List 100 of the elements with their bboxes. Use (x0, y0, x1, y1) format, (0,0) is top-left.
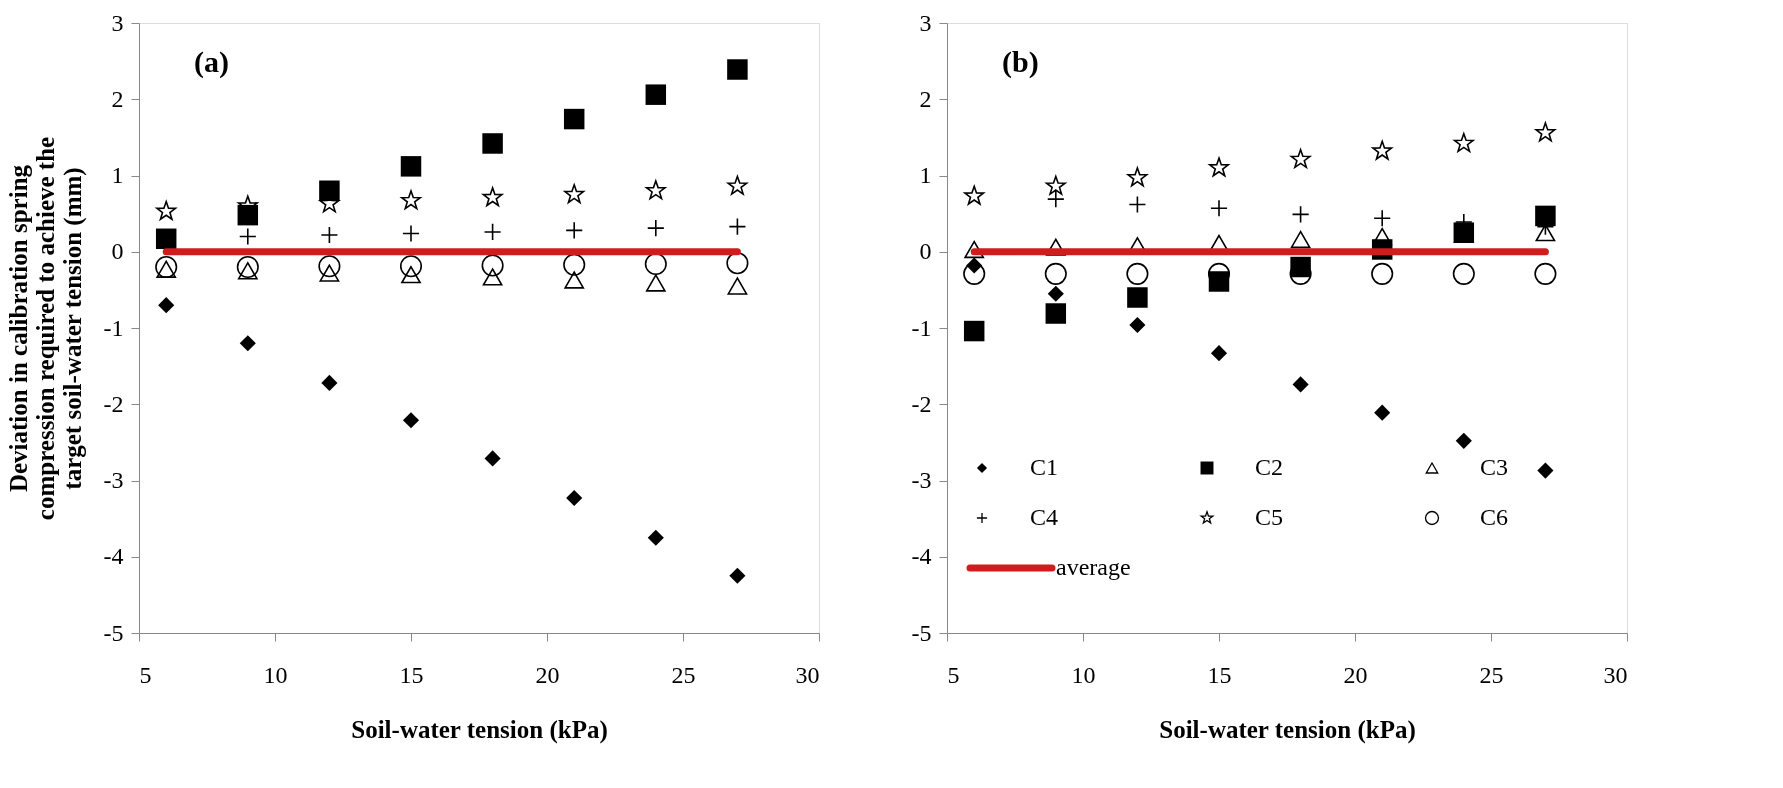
point (402, 224, 420, 243)
point (563, 108, 585, 130)
point (399, 255, 423, 278)
y-tick-label: 2 (111, 85, 124, 112)
point (1126, 262, 1149, 285)
y-tick-label: 0 (111, 238, 124, 265)
point (1128, 195, 1147, 214)
x-tick-label: 5 (139, 661, 152, 688)
point (964, 185, 985, 205)
point (239, 335, 256, 352)
y-tick-label: 0 (919, 238, 932, 265)
point (482, 133, 503, 154)
point (1208, 157, 1230, 177)
point (319, 180, 340, 201)
point (1045, 303, 1067, 324)
point (1291, 205, 1310, 224)
point (563, 253, 586, 276)
y-tick-label: 3 (919, 9, 932, 36)
point (645, 180, 666, 200)
point (566, 489, 583, 507)
y-tick-label: 1 (111, 162, 124, 188)
point (236, 255, 259, 279)
point (1453, 132, 1474, 153)
point (1535, 224, 1556, 242)
point (1535, 122, 1556, 142)
point (1046, 190, 1065, 208)
point (1455, 432, 1472, 449)
x-tick-label: 30 (795, 661, 820, 688)
point (727, 277, 748, 295)
x-tick-label: 25 (671, 661, 696, 688)
y-tick-label: -4 (911, 543, 932, 570)
y-tick-label: -2 (103, 390, 124, 417)
point (482, 187, 503, 207)
point (320, 226, 339, 244)
point (156, 260, 177, 278)
point (238, 227, 257, 246)
point (481, 254, 504, 277)
point (564, 271, 585, 289)
point (729, 567, 746, 584)
point (155, 228, 177, 250)
y-tick-label: 2 (919, 85, 932, 112)
y-tick-label: 3 (111, 9, 124, 36)
y-tick-label: -2 (911, 390, 932, 417)
legend-label: C5 (1255, 504, 1284, 530)
y-tick-label: -3 (103, 467, 124, 493)
point (1210, 345, 1228, 362)
y-tick-label: -3 (911, 467, 932, 493)
point (1534, 262, 1557, 285)
y-tick-label: -1 (103, 314, 124, 341)
point (401, 265, 421, 284)
point (156, 200, 177, 221)
x-tick-label: 20 (1343, 661, 1368, 688)
x-tick-label: 20 (535, 661, 560, 688)
x-tick-label: 15 (399, 661, 424, 688)
point (1535, 205, 1556, 227)
point (1129, 316, 1146, 334)
x-tick-label: 5 (947, 661, 960, 688)
point (1290, 148, 1311, 169)
legend-label: C4 (1030, 504, 1059, 530)
annotation: (a) (194, 45, 229, 79)
x-axis-title: Soil-water tension (kPa) (1159, 715, 1416, 744)
point (321, 374, 338, 391)
point (1290, 230, 1311, 249)
point (1537, 462, 1554, 479)
point (726, 252, 749, 275)
point (483, 223, 502, 241)
point (1047, 285, 1064, 302)
x-tick-label: 30 (1603, 661, 1628, 688)
y-tick-label: -1 (911, 314, 932, 341)
y-axis-title: Deviation in calibration spring compression required to achieve the target soil-water tension (mm) (4, 136, 87, 521)
point (1127, 167, 1148, 187)
point (484, 450, 501, 467)
point (1371, 262, 1394, 285)
point (1210, 199, 1228, 218)
point (400, 190, 422, 210)
x-tick-label: 25 (1479, 661, 1504, 688)
point (402, 412, 420, 429)
point (155, 255, 178, 279)
point (645, 274, 666, 292)
point (644, 252, 667, 275)
annotation: (b) (1002, 45, 1039, 79)
point (964, 240, 985, 259)
point (318, 255, 341, 278)
legend-label: C1 (1030, 454, 1059, 480)
point (1127, 287, 1148, 308)
point (645, 84, 667, 105)
point (1292, 376, 1309, 393)
point (727, 59, 748, 80)
legend-label: C2 (1255, 454, 1284, 480)
x-tick-label: 10 (1071, 661, 1096, 688)
x-tick-label: 10 (263, 661, 288, 688)
point (237, 262, 258, 280)
point (1373, 209, 1392, 228)
point (728, 217, 747, 236)
y-tick-label: -4 (103, 543, 124, 570)
point (727, 175, 748, 195)
point (400, 156, 422, 177)
y-tick-label: -5 (911, 619, 932, 646)
point (963, 262, 986, 285)
x-tick-label: 15 (1207, 661, 1232, 688)
